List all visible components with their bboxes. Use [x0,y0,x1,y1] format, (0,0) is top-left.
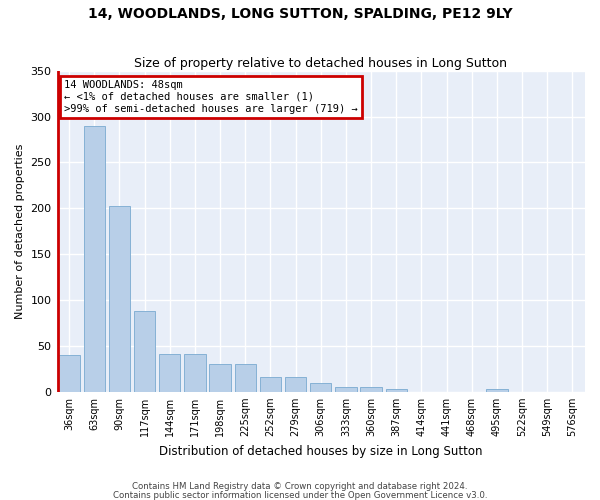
Text: 14, WOODLANDS, LONG SUTTON, SPALDING, PE12 9LY: 14, WOODLANDS, LONG SUTTON, SPALDING, PE… [88,8,512,22]
Text: Contains public sector information licensed under the Open Government Licence v3: Contains public sector information licen… [113,490,487,500]
Bar [486,389,508,392]
Bar [361,387,382,392]
Bar [159,354,181,392]
Bar [209,364,231,392]
Bar [235,364,256,392]
Bar [184,354,206,392]
Bar [335,387,356,392]
X-axis label: Distribution of detached houses by size in Long Sutton: Distribution of detached houses by size … [159,444,482,458]
Bar [58,355,80,392]
Bar [386,389,407,392]
Title: Size of property relative to detached houses in Long Sutton: Size of property relative to detached ho… [134,56,507,70]
Bar [285,377,307,392]
Text: 14 WOODLANDS: 48sqm
← <1% of detached houses are smaller (1)
>99% of semi-detach: 14 WOODLANDS: 48sqm ← <1% of detached ho… [64,80,358,114]
Bar [134,311,155,392]
Bar [310,382,331,392]
Bar [109,206,130,392]
Bar [260,377,281,392]
Y-axis label: Number of detached properties: Number of detached properties [15,144,25,319]
Text: Contains HM Land Registry data © Crown copyright and database right 2024.: Contains HM Land Registry data © Crown c… [132,482,468,491]
Bar [83,126,105,392]
